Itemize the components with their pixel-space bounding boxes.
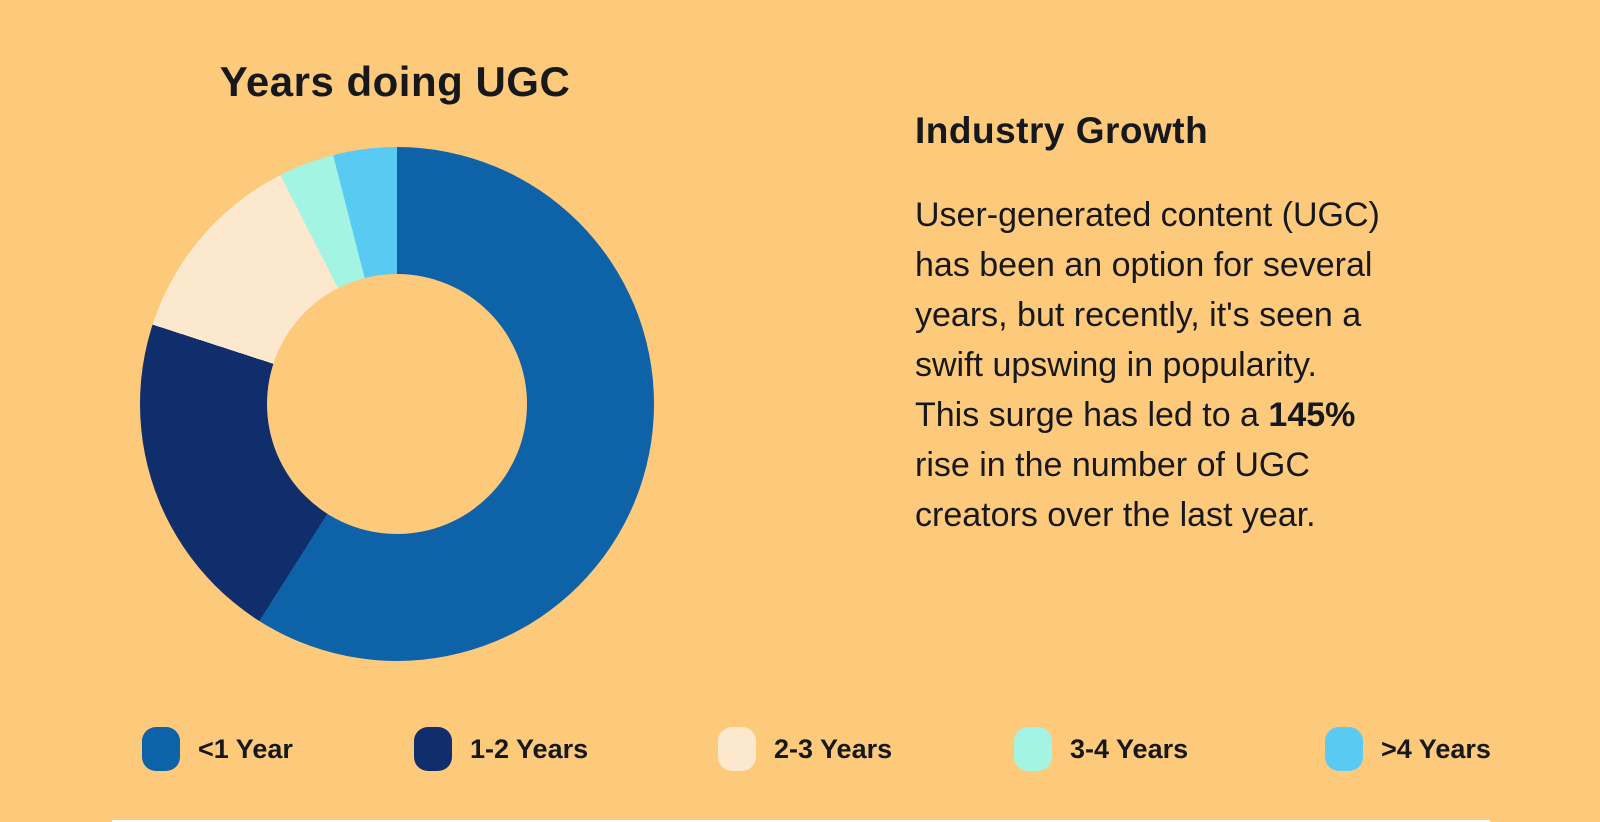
paragraph-line: has been an option for several — [915, 246, 1373, 284]
chart-title: Years doing UGC — [219, 58, 571, 105]
color-swatch-1-2-years — [414, 727, 452, 771]
paragraph-line: rise in the number of UGC — [915, 446, 1310, 484]
highlight-value: 145% — [1268, 396, 1356, 434]
industry-growth-section: Industry Growth User-generated content (… — [915, 110, 1515, 540]
legend-item-gt4-years: >4 Years — [1325, 727, 1491, 771]
legend-item-1-2-years: 1-2 Years — [414, 727, 588, 771]
legend-label: 1-2 Years — [470, 733, 589, 764]
bottom-edge-strip — [112, 820, 1490, 822]
color-swatch-3-4-years — [1014, 727, 1052, 771]
paragraph-line: This surge has led to a 145% — [915, 396, 1356, 434]
legend-item-2-3-years: 2-3 Years — [718, 727, 892, 771]
color-swatch-lt1-year — [142, 727, 180, 771]
paragraph-line: creators over the last year. — [915, 496, 1316, 534]
paragraph-line: User-generated content (UGC) — [915, 196, 1380, 234]
color-swatch-gt4-years — [1325, 727, 1363, 771]
legend-label: >4 Years — [1381, 733, 1491, 764]
growth-paragraph: User-generated content (UGC) has been an … — [915, 190, 1515, 540]
legend-label: <1 Year — [198, 733, 293, 764]
donut-chart — [140, 147, 654, 661]
paragraph-line: years, but recently, it's seen a — [915, 296, 1362, 334]
donut-hole — [267, 274, 527, 534]
growth-heading: Industry Growth — [915, 110, 1209, 151]
legend-label: 3-4 Years — [1070, 733, 1189, 764]
color-swatch-2-3-years — [718, 727, 756, 771]
paragraph-line: swift upswing in popularity. — [915, 346, 1317, 384]
legend-item-3-4-years: 3-4 Years — [1014, 727, 1188, 771]
legend-label: 2-3 Years — [774, 733, 893, 764]
legend-item-lt1-year: <1 Year — [142, 727, 293, 771]
